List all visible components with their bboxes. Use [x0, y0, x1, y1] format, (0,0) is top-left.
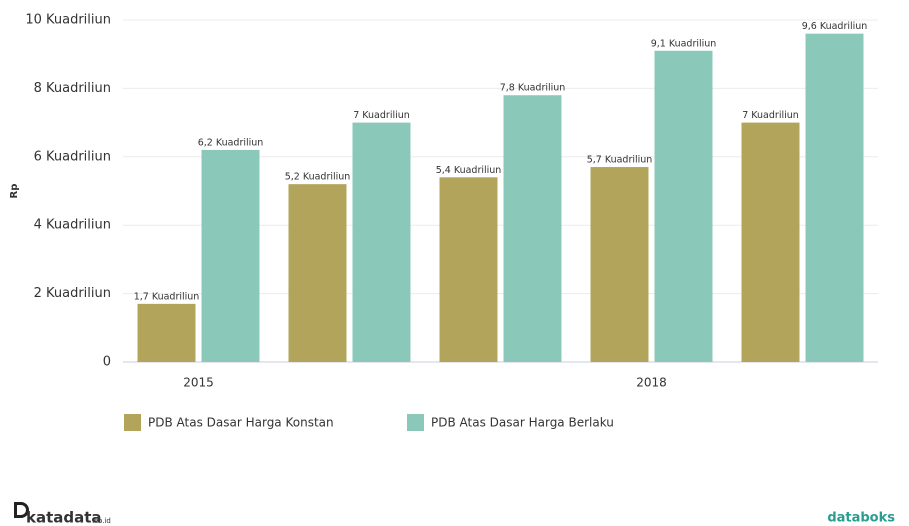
- y-tick-label: 2 Kuadriliun: [34, 286, 111, 301]
- logo-icon: [14, 502, 29, 518]
- bar: [741, 122, 800, 362]
- legend-label: PDB Atas Dasar Harga Konstan: [148, 416, 334, 430]
- bar: [654, 50, 713, 362]
- value-label: 7 Kuadriliun: [353, 110, 410, 121]
- y-tick-label: 4 Kuadriliun: [34, 218, 111, 233]
- y-axis-label: Rp: [9, 184, 20, 199]
- value-label: 5,2 Kuadriliun: [285, 172, 351, 183]
- legend-swatch: [407, 414, 424, 431]
- y-tick-label: 0: [103, 355, 111, 370]
- bar: [352, 122, 411, 362]
- bar: [288, 184, 347, 362]
- logo-right: databoks: [827, 511, 895, 526]
- x-tick-label: 2015: [183, 376, 214, 390]
- value-label: 1,7 Kuadriliun: [134, 291, 200, 302]
- value-label: 7 Kuadriliun: [742, 110, 799, 121]
- y-tick-label: 8 Kuadriliun: [34, 81, 111, 96]
- value-label: 9,1 Kuadriliun: [651, 38, 717, 49]
- value-label: 5,7 Kuadriliun: [587, 155, 653, 166]
- value-label: 5,4 Kuadriliun: [436, 165, 502, 176]
- y-tick-label: 6 Kuadriliun: [34, 149, 111, 164]
- bar: [137, 303, 196, 362]
- value-label: 7,8 Kuadriliun: [500, 83, 566, 94]
- legend-label: PDB Atas Dasar Harga Berlaku: [431, 416, 614, 430]
- x-tick-label: 2018: [636, 376, 667, 390]
- bar: [503, 95, 562, 363]
- y-tick-label: 10 Kuadriliun: [25, 13, 111, 28]
- legend-swatch: [124, 414, 141, 431]
- bar: [590, 167, 649, 362]
- bar: [805, 33, 864, 363]
- value-label: 9,6 Kuadriliun: [802, 21, 868, 32]
- logo-left-suffix: .co.id: [92, 517, 111, 525]
- bar: [201, 149, 260, 362]
- value-label: 6,2 Kuadriliun: [198, 137, 264, 148]
- bar: [439, 177, 498, 362]
- logo-left: katadata: [26, 509, 102, 526]
